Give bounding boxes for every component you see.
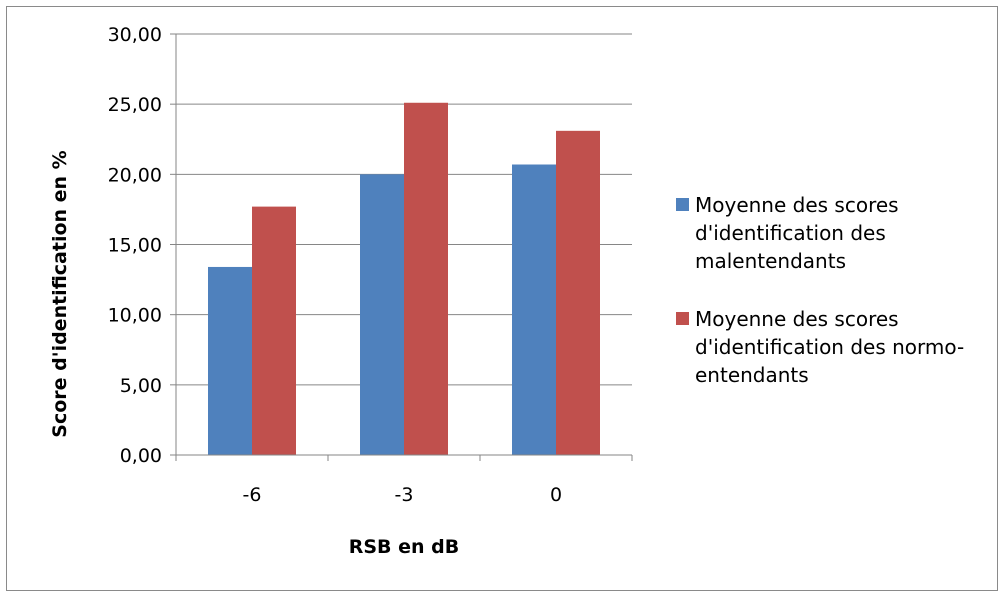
y-tick-label: 0,00 <box>120 445 162 467</box>
legend-label-line: Moyenne des scores <box>695 193 899 217</box>
x-tick-label: 0 <box>550 484 562 506</box>
legend-label-line: d'identification des normo- <box>695 335 964 359</box>
bar-series-2-cat-2 <box>404 102 448 455</box>
bar-series-2-cat-1 <box>252 206 296 455</box>
x-axis-title: RSB en dB <box>349 536 460 558</box>
legend-label-line: d'identification des <box>695 221 886 245</box>
bar-series-1-cat-1 <box>208 266 252 455</box>
y-axis-title: Score d'identification en % <box>49 150 71 437</box>
bars <box>208 102 600 456</box>
x-tick-labels: -6 -3 0 <box>243 484 563 506</box>
axes <box>170 33 633 461</box>
y-tick-label: 10,00 <box>108 305 162 327</box>
x-tick-label: -6 <box>243 484 262 506</box>
legend-swatch <box>676 312 689 325</box>
y-tick-labels: 0,00 5,00 10,00 15,00 20,00 25,00 30,00 <box>108 24 162 467</box>
legend-swatch <box>676 198 689 211</box>
chart-frame <box>6 6 998 591</box>
y-tick-label: 15,00 <box>108 235 162 257</box>
bar-series-2-cat-3 <box>556 130 600 455</box>
y-tick-label: 30,00 <box>108 24 162 46</box>
x-tick-label: -3 <box>395 484 414 506</box>
y-tick-label: 20,00 <box>108 164 162 186</box>
bar-series-1-cat-2 <box>360 174 404 456</box>
bar-series-1-cat-3 <box>512 164 556 455</box>
y-tick-label: 5,00 <box>120 375 162 397</box>
legend: Moyenne des scores d'identification des ma… <box>676 193 964 387</box>
legend-label-line: malentendants <box>695 249 846 273</box>
y-tick-label: 25,00 <box>108 94 162 116</box>
legend-label-line: Moyenne des scores <box>695 307 899 331</box>
legend-label-line: entendants <box>695 363 809 387</box>
